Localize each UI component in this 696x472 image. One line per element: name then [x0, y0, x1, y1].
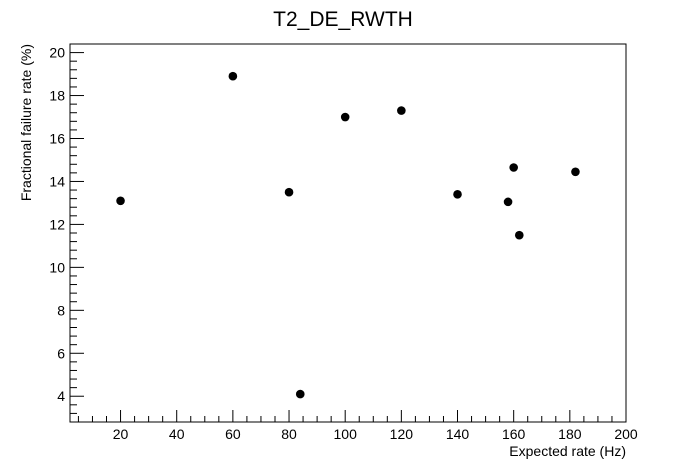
- y-tick-label: 18: [49, 88, 65, 104]
- y-tick-label: 12: [49, 216, 65, 232]
- x-tick-label: 140: [446, 426, 470, 442]
- data-points: [116, 71, 580, 399]
- y-tick-label: 14: [49, 173, 65, 189]
- x-axis: 20 40 60 80 100 120 140 160 180 200: [77, 410, 638, 442]
- data-point: [295, 389, 305, 399]
- data-point: [453, 190, 462, 199]
- y-tick-label: 8: [57, 302, 65, 318]
- y-tick-label: 4: [57, 388, 65, 404]
- data-point: [397, 106, 406, 115]
- chart-title: T2_DE_RWTH: [273, 8, 413, 31]
- data-point: [228, 71, 238, 81]
- plot-frame: [69, 43, 627, 423]
- x-tick-label: 100: [334, 426, 358, 442]
- y-tick-label: 16: [49, 131, 65, 147]
- x-tick-label: 40: [169, 426, 185, 442]
- data-point: [571, 167, 580, 177]
- y-axis-label: Fractional failure rate (%): [18, 44, 34, 201]
- data-point: [340, 112, 350, 122]
- y-tick-label: 6: [57, 345, 65, 361]
- data-point: [284, 187, 294, 197]
- data-point: [514, 230, 524, 240]
- data-point: [509, 163, 518, 172]
- y-axis: 4 6 8 10 12 14 16 18 20: [49, 43, 84, 423]
- data-point: [116, 196, 125, 206]
- data-point: [503, 197, 513, 207]
- y-tick-label: 20: [49, 45, 65, 61]
- x-tick-label: 80: [281, 426, 297, 442]
- x-tick-label: 180: [558, 426, 582, 442]
- x-axis-label: Expected rate (Hz): [509, 443, 626, 459]
- x-tick-label: 60: [225, 426, 241, 442]
- x-tick-label: 200: [614, 426, 638, 442]
- x-tick-label: 20: [113, 426, 129, 442]
- x-tick-label: 160: [502, 426, 526, 442]
- y-tick-label: 10: [49, 259, 65, 275]
- x-tick-label: 120: [390, 426, 414, 442]
